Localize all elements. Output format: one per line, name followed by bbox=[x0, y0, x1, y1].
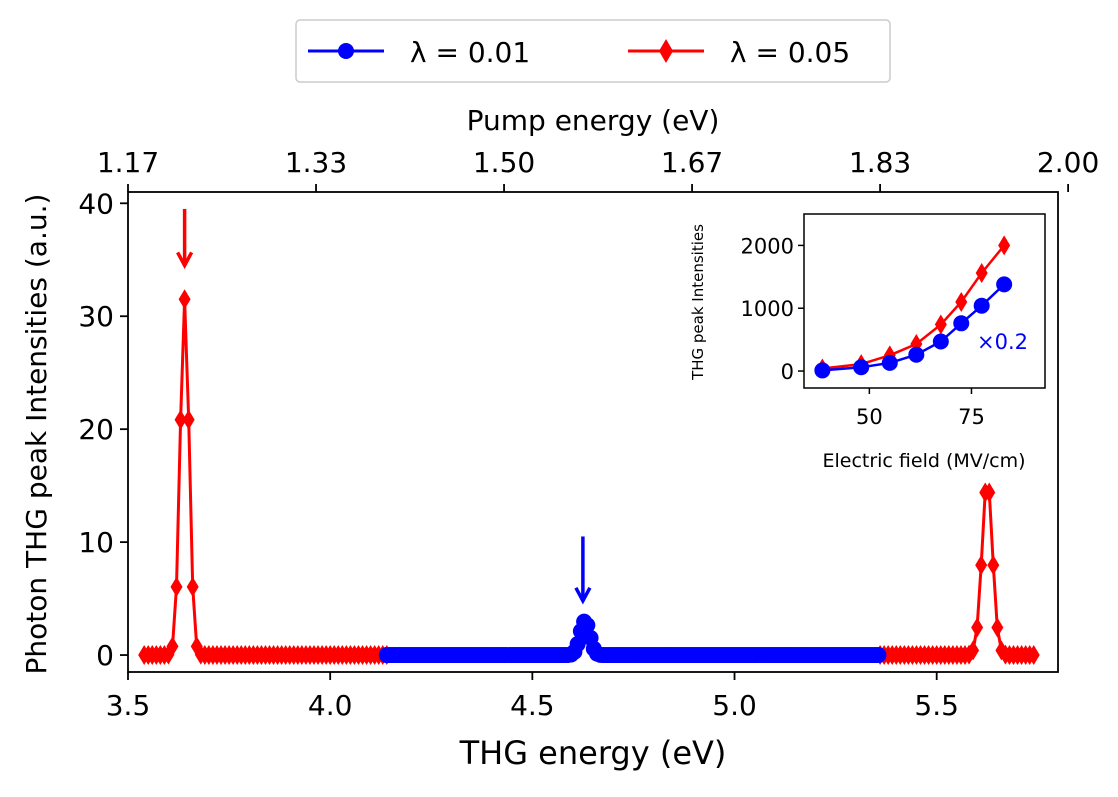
y-axis-label: Photon THG peak Intensities (a.u.) bbox=[20, 194, 53, 675]
data-point-lambda-005 bbox=[1027, 645, 1040, 666]
inset-point-lambda-001 bbox=[908, 346, 925, 363]
top-tick-label: 2.00 bbox=[1037, 146, 1099, 179]
top-tick-label: 1.67 bbox=[661, 146, 723, 179]
legend-label-blue: λ = 0.01 bbox=[410, 36, 530, 69]
top-tick-label: 1.33 bbox=[285, 146, 347, 179]
data-point-lambda-005 bbox=[967, 640, 980, 661]
main-plot: 3.5 4.0 4.5 5.0 5.5 0 10 20 30 40 bbox=[78, 187, 1059, 722]
x-tick-label: 4.5 bbox=[510, 689, 555, 722]
inset-y-tick-label: 0 bbox=[781, 360, 794, 384]
inset-frame bbox=[803, 213, 1046, 389]
series-line-lambda-005 bbox=[880, 491, 1034, 657]
y-tick-label: 20 bbox=[78, 413, 114, 446]
main-y-ticks: 0 10 20 30 40 bbox=[78, 187, 128, 672]
inset-background bbox=[804, 214, 1045, 388]
top-axis-label: Pump energy (eV) bbox=[467, 104, 720, 137]
inset-plot: 50 75 0 1000 2000 ×0.2 Electric field (MV/c… bbox=[689, 213, 1046, 472]
top-tick-label: 1.50 bbox=[473, 146, 535, 179]
main-x-ticks: 3.5 4.0 4.5 5.0 5.5 bbox=[106, 672, 959, 722]
legend-frame bbox=[295, 19, 891, 83]
inset-point-lambda-005 bbox=[955, 291, 968, 312]
data-point-lambda-005 bbox=[178, 289, 191, 310]
data-point-lambda-001 bbox=[870, 647, 887, 664]
inset-point-lambda-005 bbox=[934, 314, 947, 335]
data-point-lambda-005 bbox=[166, 636, 179, 657]
x-tick-label: 5.5 bbox=[914, 689, 959, 722]
inset-point-lambda-001 bbox=[996, 276, 1013, 293]
inset-x-label: Electric field (MV/cm) bbox=[822, 450, 1025, 472]
annotation-arrowhead bbox=[176, 251, 194, 270]
inset-x-tick-label: 75 bbox=[958, 405, 985, 429]
inset-point-lambda-005 bbox=[975, 263, 988, 284]
inset-point-lambda-001 bbox=[881, 354, 898, 371]
data-point-lambda-005 bbox=[186, 576, 199, 597]
data-point-lambda-005 bbox=[170, 576, 183, 597]
inset-point-lambda-001 bbox=[932, 333, 949, 350]
x-tick-label: 4.0 bbox=[308, 689, 353, 722]
legend: λ = 0.01 λ = 0.05 bbox=[295, 19, 891, 83]
inset-point-lambda-001 bbox=[973, 297, 990, 314]
annotation-arrowhead bbox=[574, 587, 592, 605]
main-series bbox=[138, 289, 1040, 666]
top-tick-label: 1.83 bbox=[849, 146, 911, 179]
data-point-lambda-005 bbox=[182, 409, 195, 430]
inset-y-label: THG peak Intensities bbox=[689, 224, 707, 381]
inset-y-tick-label: 2000 bbox=[741, 234, 794, 258]
y-tick-label: 40 bbox=[78, 187, 114, 220]
data-point-lambda-005 bbox=[971, 617, 984, 638]
inset-point-lambda-001 bbox=[853, 359, 870, 376]
x-tick-label: 5.0 bbox=[712, 689, 757, 722]
legend-marker-diamond bbox=[659, 39, 673, 63]
y-tick-label: 30 bbox=[78, 300, 114, 333]
data-point-lambda-005 bbox=[174, 409, 187, 430]
top-tick-label: 1.17 bbox=[97, 146, 159, 179]
inset-y-ticks: 0 1000 2000 bbox=[741, 234, 804, 384]
inset-x-ticks: 50 75 bbox=[856, 388, 985, 429]
data-point-lambda-005 bbox=[991, 617, 1004, 638]
data-point-lambda-005 bbox=[975, 555, 988, 576]
inset-point-lambda-001 bbox=[953, 315, 970, 332]
y-tick-label: 10 bbox=[78, 526, 114, 559]
inset-point-lambda-001 bbox=[814, 362, 831, 379]
data-point-lambda-001 bbox=[579, 617, 596, 634]
inset-y-tick-label: 1000 bbox=[741, 297, 794, 321]
x-axis-label: THG energy (eV) bbox=[459, 734, 727, 772]
legend-label-red: λ = 0.05 bbox=[730, 36, 850, 69]
top-axis-ticks: 1.17 1.33 1.50 1.67 1.83 2.00 bbox=[97, 146, 1099, 192]
inset-x-tick-label: 50 bbox=[856, 405, 883, 429]
inset-series bbox=[814, 235, 1013, 379]
data-point-lambda-005 bbox=[987, 555, 1000, 576]
series-line-lambda-005 bbox=[144, 299, 387, 657]
data-point-lambda-001 bbox=[569, 636, 586, 653]
legend-marker-circle bbox=[338, 43, 354, 59]
y-tick-label: 0 bbox=[96, 639, 114, 672]
main-axes-frame bbox=[127, 191, 1059, 673]
data-point-lambda-005 bbox=[983, 482, 996, 503]
x-tick-label: 3.5 bbox=[106, 689, 151, 722]
inset-scale-note: ×0.2 bbox=[977, 330, 1028, 354]
inset-point-lambda-005 bbox=[998, 235, 1011, 256]
main-annotations bbox=[176, 208, 592, 605]
